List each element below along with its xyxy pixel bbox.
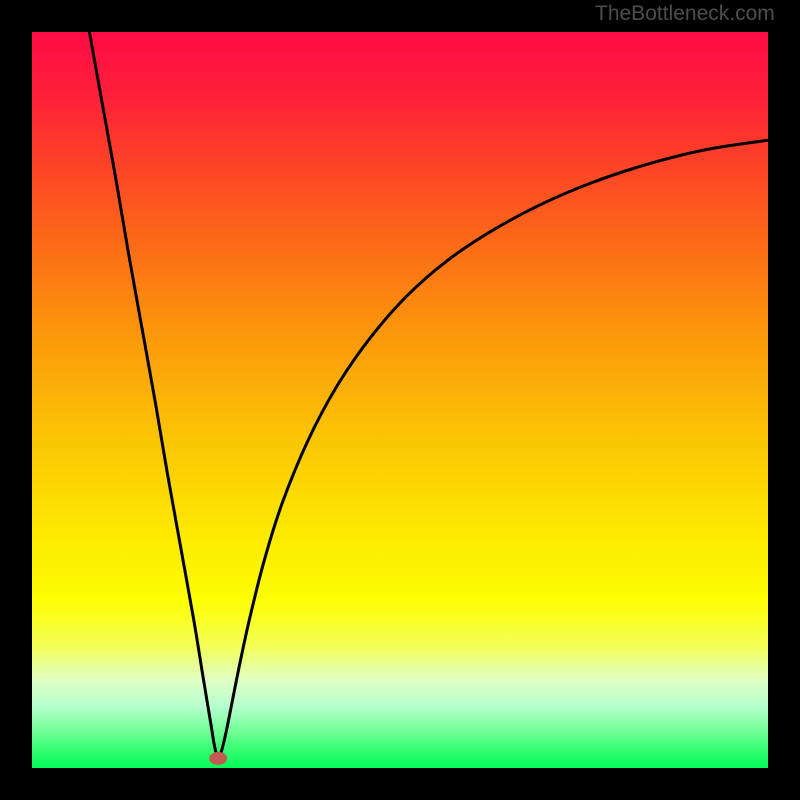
watermark-text: TheBottleneck.com (595, 2, 775, 26)
vertex-marker (209, 752, 227, 765)
plot-background (32, 32, 768, 768)
chart-svg (0, 0, 800, 800)
